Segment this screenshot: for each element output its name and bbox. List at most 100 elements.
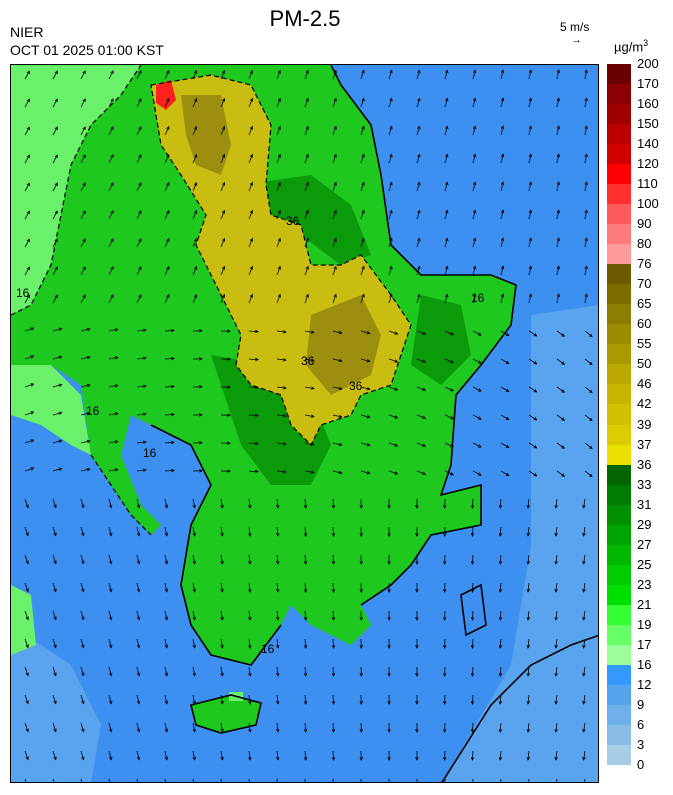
pm25-olive-zone-central <box>306 295 381 395</box>
legend-swatch <box>607 644 631 666</box>
wind-vector-head <box>303 729 308 733</box>
wind-vector-head <box>249 97 253 102</box>
contour-label: 16 <box>86 404 100 418</box>
wind-vector-head <box>110 98 114 103</box>
wind-vector <box>332 582 334 593</box>
wind-vector-head <box>526 644 531 649</box>
wind-vector <box>108 498 112 508</box>
wind-vector <box>472 182 476 192</box>
wind-vector <box>136 666 140 676</box>
wind-vector-head <box>136 504 141 509</box>
wind-vector <box>24 694 29 704</box>
wind-vector-head <box>136 532 141 537</box>
wind-vector-head <box>359 701 363 705</box>
wind-vector-head <box>359 589 363 593</box>
wind-vector <box>52 468 62 472</box>
wind-vector-head <box>415 757 419 761</box>
legend-swatch <box>607 464 631 486</box>
wind-vector <box>499 638 502 649</box>
wind-vector <box>52 526 57 536</box>
wind-vector-head <box>54 266 58 271</box>
wind-vector-head <box>30 467 35 471</box>
wind-vector <box>108 582 112 592</box>
legend-swatch <box>607 364 631 385</box>
wind-vector-head <box>53 560 57 565</box>
wind-vector <box>80 210 86 220</box>
wind-vector <box>136 329 146 332</box>
wind-vector <box>556 70 560 80</box>
wind-vector <box>388 182 393 192</box>
wind-vector-head <box>417 125 421 130</box>
wind-vector-head <box>331 701 336 705</box>
wind-vector-head <box>361 69 365 74</box>
wind-vector-head <box>81 728 85 733</box>
wind-vector-head <box>443 589 447 593</box>
wind-vector-head <box>249 265 253 270</box>
wind-vector-head <box>25 616 29 621</box>
wind-vector-head <box>361 181 365 186</box>
wind-vector-head <box>361 265 365 270</box>
wind-vector-head <box>86 383 91 388</box>
wind-vector-head <box>584 237 588 242</box>
wind-vector <box>80 750 84 760</box>
wind-vector <box>360 70 365 80</box>
wind-vector-head <box>227 385 231 389</box>
wind-vector-head <box>54 238 58 243</box>
wind-vector-head <box>166 293 170 298</box>
wind-vector-head <box>554 532 558 537</box>
wind-vector-head <box>26 126 30 131</box>
wind-vector <box>248 126 253 136</box>
wind-vector-head <box>394 415 399 419</box>
wind-vector-head <box>533 445 538 449</box>
wind-vector <box>527 666 530 676</box>
wind-vector <box>248 694 251 704</box>
wind-vector-head <box>470 701 475 705</box>
wind-vector-head <box>109 560 113 565</box>
wind-vector <box>108 385 118 388</box>
wind-vector <box>584 70 587 80</box>
wind-vector-head <box>528 209 533 214</box>
wind-vector <box>583 722 586 732</box>
wind-vector-head <box>526 504 531 509</box>
wind-vector-head <box>415 617 419 621</box>
wind-vector <box>472 554 474 565</box>
wind-vector <box>136 498 140 508</box>
wind-vector-head <box>53 644 57 649</box>
wind-vector-head <box>248 616 252 621</box>
wind-vector <box>556 414 565 421</box>
wind-vector <box>52 412 62 416</box>
wind-vector <box>527 750 530 760</box>
wind-vector-head <box>166 69 170 74</box>
wind-vector-head <box>227 441 231 445</box>
wind-vector <box>472 470 482 476</box>
wind-vector-head <box>561 473 566 477</box>
wind-vector-head <box>26 294 30 299</box>
wind-vector-head <box>333 237 337 242</box>
wind-vector-head <box>359 505 363 509</box>
wind-vector-head <box>533 473 538 477</box>
wind-vector <box>164 98 170 108</box>
wind-vector-head <box>221 293 226 298</box>
wind-vector-head <box>164 504 169 509</box>
wind-vector-head <box>450 388 455 392</box>
wind-vector <box>500 778 502 782</box>
wind-vector-head <box>54 126 58 131</box>
wind-vector <box>472 330 482 336</box>
wind-vector <box>528 294 532 304</box>
wind-vector-head <box>303 561 308 565</box>
wind-vector <box>24 355 34 360</box>
wind-vector <box>248 638 251 648</box>
wind-vector <box>499 610 502 621</box>
wind-vector-head <box>25 588 29 593</box>
wind-vector-head <box>589 473 593 478</box>
wind-vector-head <box>361 293 365 298</box>
wind-vector-head <box>276 560 280 565</box>
wind-vector-head <box>415 589 419 593</box>
wind-vector <box>24 127 30 136</box>
legend-swatch <box>607 444 631 466</box>
wind-vector-head <box>417 265 421 270</box>
wind-vector-head <box>248 700 252 705</box>
wind-vector <box>52 694 57 704</box>
wind-vector-head <box>443 757 447 761</box>
wind-vector-head <box>221 181 226 186</box>
